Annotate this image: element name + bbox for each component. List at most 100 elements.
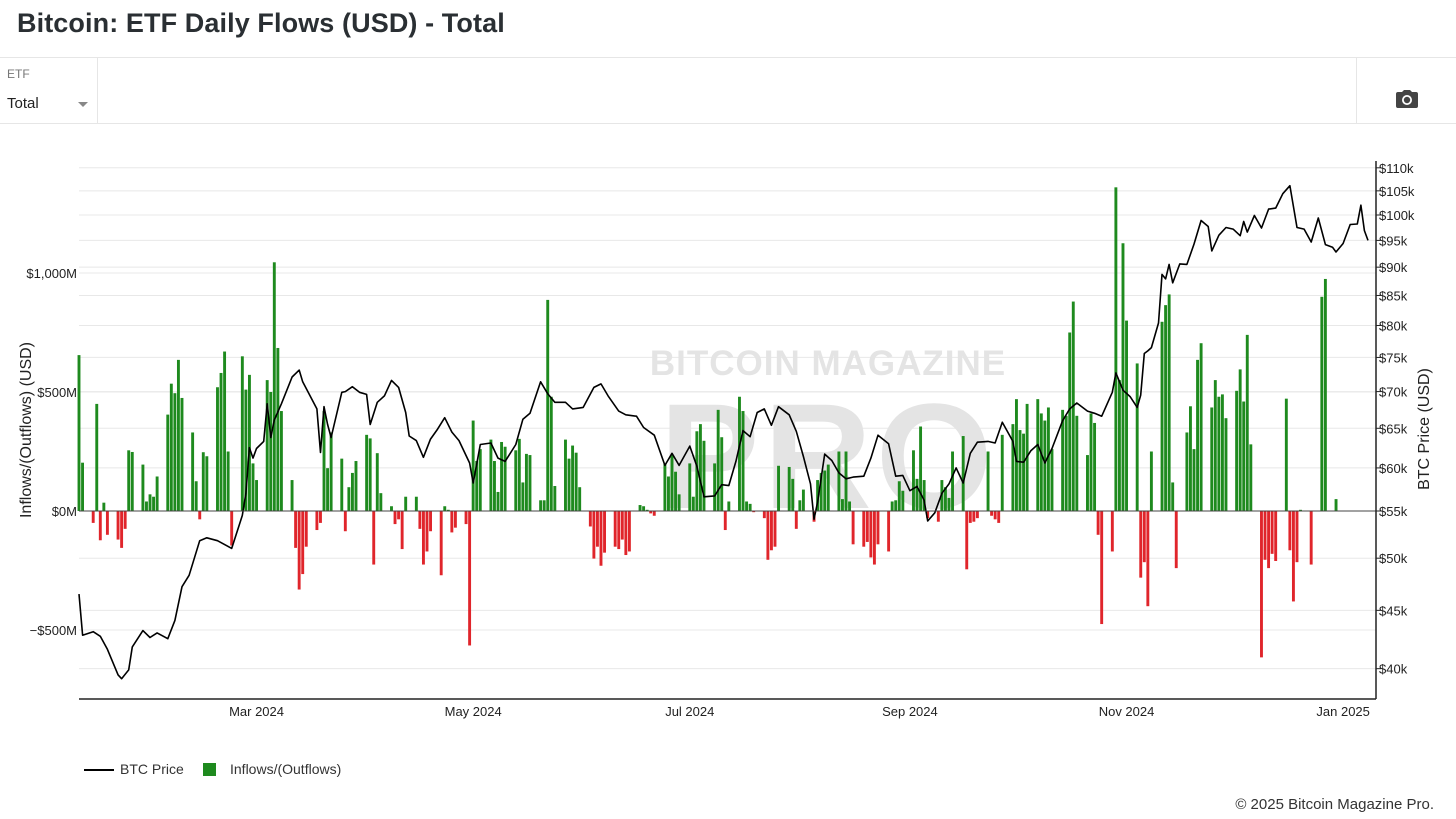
flow-bar [1189, 406, 1192, 511]
flow-bar [372, 511, 376, 565]
flow-bar [1068, 332, 1072, 511]
flow-bar [1146, 511, 1150, 607]
legend-bar-swatch [203, 763, 216, 776]
flow-bar [152, 496, 156, 511]
flow-bar [1018, 430, 1022, 511]
flow-bar [1242, 401, 1246, 511]
flow-bar [1213, 380, 1217, 511]
flow-bar [198, 511, 202, 520]
flow-bar [130, 451, 134, 511]
flow-bar [716, 409, 720, 511]
flow-bar [1220, 394, 1224, 511]
flow-bar [354, 461, 358, 511]
flow-bar [95, 403, 99, 511]
flow-bar [524, 453, 528, 511]
flow-bar [368, 438, 372, 511]
flow-bar [649, 511, 653, 514]
flow-bar [1284, 398, 1288, 511]
flow-bar [1320, 296, 1324, 511]
flow-bar [265, 380, 269, 511]
flow-bar [1185, 432, 1189, 511]
flow-bar [496, 491, 500, 511]
flow-bar [226, 451, 230, 511]
flow-bar [990, 511, 994, 516]
chevron-down-icon [78, 102, 88, 107]
page-title: Bitcoin: ETF Daily Flows (USD) - Total [17, 8, 505, 38]
flow-bar [343, 511, 347, 532]
flow-bar [794, 511, 798, 529]
flow-bar [1093, 422, 1097, 511]
flow-bar [201, 452, 205, 511]
flow-bar [1117, 380, 1121, 511]
flow-bar [1114, 187, 1118, 511]
flow-bar [1135, 363, 1139, 511]
flow-bar [787, 466, 791, 511]
flow-bar [695, 431, 699, 511]
y2-tick-label: $65k [1379, 421, 1408, 436]
flow-bar [865, 511, 869, 542]
legend-line-swatch [84, 769, 114, 771]
flow-bar [421, 511, 425, 565]
flow-bar [400, 511, 404, 550]
flow-bar [1270, 511, 1274, 554]
download-image-button[interactable] [1395, 89, 1419, 109]
flow-bar [1299, 509, 1302, 511]
flow-bar [517, 438, 521, 511]
flow-bar [91, 511, 95, 523]
flow-bar [1125, 320, 1128, 511]
flow-bar [546, 299, 550, 511]
flow-bar [446, 509, 450, 511]
flow-bar [748, 503, 752, 511]
flow-bar [272, 262, 276, 511]
etf-select[interactable]: ETF Total [0, 58, 98, 123]
flow-bar [862, 511, 866, 547]
flow-bar [169, 383, 173, 511]
flow-bar [81, 462, 85, 511]
flow-bar [1075, 415, 1079, 511]
legend-label-btc-price: BTC Price [120, 761, 184, 777]
flow-bar [642, 506, 646, 511]
flow-bar [1089, 413, 1093, 511]
flow-bar [887, 511, 891, 552]
flow-bar [553, 486, 557, 511]
flow-bar [897, 481, 901, 511]
flow-bar [542, 500, 546, 511]
flow-bar [1015, 399, 1018, 511]
flow-bar [965, 511, 969, 570]
flow-bar [915, 478, 919, 511]
flow-bar [588, 511, 592, 527]
flow-bar [603, 511, 606, 553]
flow-bar [620, 511, 624, 540]
flow-bar [951, 451, 954, 511]
flow-bar [1263, 511, 1267, 560]
flow-bar [1046, 407, 1050, 511]
flow-bar [1121, 243, 1125, 511]
flow-bar [567, 458, 571, 511]
x-tick-label: May 2024 [445, 704, 502, 719]
flow-bar [826, 464, 830, 511]
flow-bar [429, 511, 432, 532]
flow-bar [574, 452, 578, 511]
flow-bar [500, 441, 504, 511]
flow-bar [205, 456, 209, 511]
flow-bar [350, 472, 354, 511]
flow-bar [816, 480, 820, 511]
flow-bar [777, 465, 780, 511]
x-tick-label: Jul 2024 [665, 704, 714, 719]
flow-bar [919, 426, 923, 511]
flow-bar [595, 511, 599, 547]
flow-bar [801, 489, 805, 511]
flow-bar [638, 505, 642, 511]
flow-bar [180, 397, 184, 511]
flow-bar [304, 511, 308, 547]
flow-bar [652, 511, 656, 516]
legend-label-flows: Inflows/(Outflows) [230, 761, 342, 777]
x-tick-label: Sep 2024 [882, 704, 938, 719]
y2-tick-label: $70k [1379, 385, 1408, 400]
flow-bar [1100, 511, 1104, 625]
flow-bar [478, 449, 482, 511]
flow-bar [1217, 396, 1221, 511]
flow-bar [627, 511, 631, 552]
etf-flows-chart: BITCOIN MAGAZINE PRO $1,000M$500M$0M−$50… [18, 161, 1433, 719]
flow-bar [127, 450, 131, 511]
